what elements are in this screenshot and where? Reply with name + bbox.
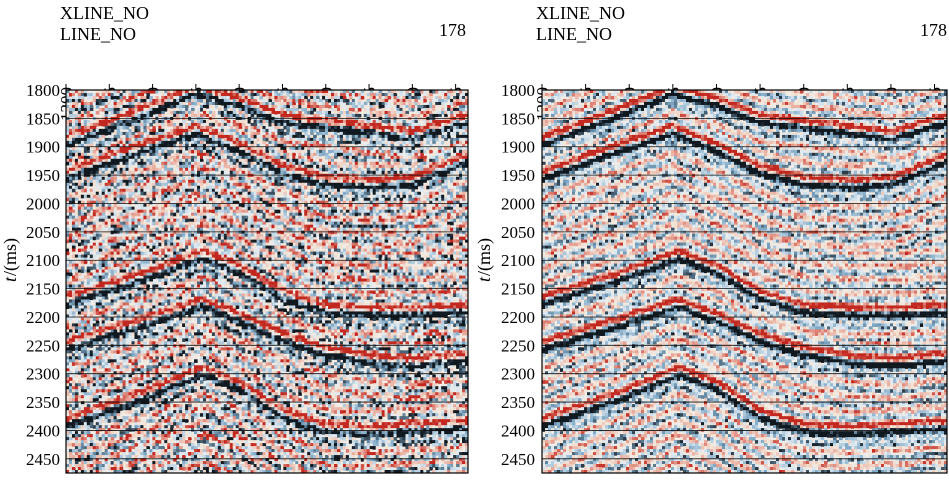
y-tick-label: 1800 <box>26 81 60 100</box>
y-tick-label: 2200 <box>501 308 535 327</box>
y-tick-label: 2350 <box>26 393 60 412</box>
y-tick-label: 2300 <box>501 365 535 384</box>
line-title: LINE_NO <box>536 24 612 44</box>
y-tick-label: 2200 <box>26 308 60 327</box>
y-tick-label: 2050 <box>26 223 60 242</box>
xline-title: XLINE_NO <box>60 3 149 23</box>
y-tick-labels: 1800 1850 1900 1950 2000 2050 2100 2150 2200 2250… <box>501 81 535 469</box>
plot-frame <box>541 89 948 474</box>
y-tick-label: 2000 <box>501 194 535 213</box>
plot-frame <box>65 89 469 474</box>
y-tick-label: 2150 <box>26 280 60 299</box>
y-tick-label: 1800 <box>501 81 535 100</box>
y-tick-label: 2150 <box>501 280 535 299</box>
y-tick-label: 1950 <box>501 166 535 185</box>
y-tick-label: 1850 <box>501 109 535 128</box>
line-number: 178 <box>439 20 466 40</box>
xline-title: XLINE_NO <box>536 3 625 23</box>
amplitude-cells <box>66 90 468 473</box>
y-axis-label: t /(ms) <box>474 238 495 282</box>
line-title: LINE_NO <box>60 24 136 44</box>
y-axis-label-units: /(ms) <box>0 238 21 276</box>
y-axis-label-italic: t <box>474 276 494 282</box>
y-tick-label: 1850 <box>26 109 60 128</box>
y-tick-label: 2250 <box>26 336 60 355</box>
y-tick-label: 2350 <box>501 393 535 412</box>
y-tick-label: 2300 <box>26 365 60 384</box>
seismic-panel-left: XLINE_NO LINE_NO 178 1200123512701305134… <box>0 3 469 474</box>
y-tick-label: 1900 <box>501 138 535 157</box>
y-axis-label-italic: t <box>0 276 20 282</box>
y-axis-label-units: /(ms) <box>474 238 495 276</box>
y-tick-label: 2000 <box>26 194 60 213</box>
amplitude-cells <box>542 90 947 473</box>
seismic-image <box>542 90 947 473</box>
plot-area <box>65 89 469 474</box>
y-tick-labels: 1800 1850 1900 1950 2000 2050 2100 2150 2200 2250… <box>26 81 60 469</box>
seismic-image <box>66 90 468 473</box>
seismic-panel-right: XLINE_NO LINE_NO 178 1200123512701305134… <box>474 3 948 474</box>
y-tick-label: 2400 <box>501 421 535 440</box>
y-tick-label: 2250 <box>501 336 535 355</box>
y-tick-label: 2400 <box>26 421 60 440</box>
y-tick-label: 2450 <box>501 450 535 469</box>
y-tick-label: 2050 <box>501 223 535 242</box>
y-tick-label: 1950 <box>26 166 60 185</box>
y-tick-label: 2450 <box>26 450 60 469</box>
y-tick-label: 2100 <box>26 251 60 270</box>
line-number: 178 <box>920 20 947 40</box>
y-tick-label: 1900 <box>26 138 60 157</box>
y-axis-label: t /(ms) <box>0 238 21 282</box>
y-tick-label: 2100 <box>501 251 535 270</box>
plot-area <box>541 89 948 474</box>
